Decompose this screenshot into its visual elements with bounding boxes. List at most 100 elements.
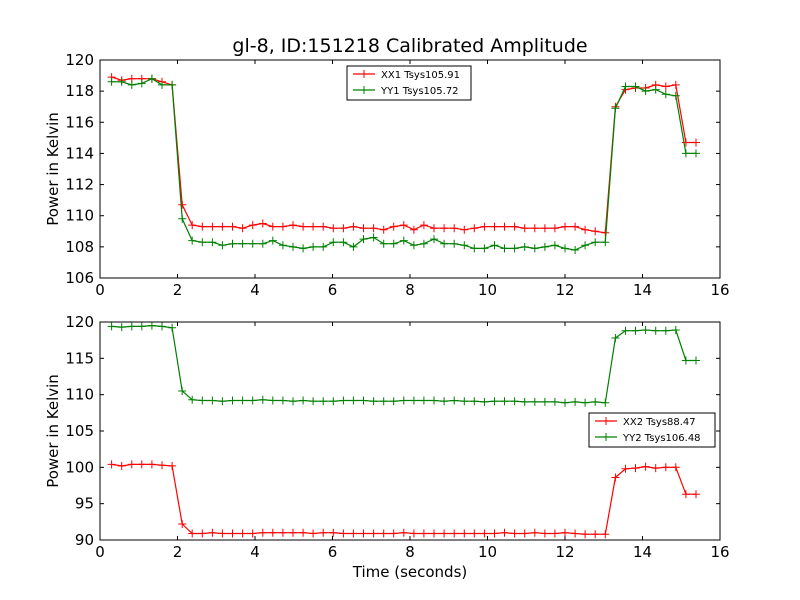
- bottom-series-0-point: [661, 463, 670, 472]
- bottom-series-0-point: [561, 528, 569, 537]
- bottom-subplot-xlabel: Time (seconds): [352, 563, 468, 581]
- bottom-series-0-point: [460, 529, 469, 538]
- bottom-series-0-point: [631, 464, 640, 473]
- bottom-series-0-point: [681, 490, 690, 499]
- top-series-1-point: [208, 238, 217, 247]
- bottom-series-1-point: [329, 397, 338, 406]
- top-series-1-point: [349, 242, 358, 251]
- bottom-series-1-point: [591, 397, 600, 406]
- top-series-0-point: [530, 224, 539, 233]
- bottom-series-1-point: [430, 396, 438, 405]
- top-series-0-point: [480, 222, 489, 231]
- bottom-series-1-point: [248, 396, 257, 405]
- top-series-1-point: [601, 238, 610, 247]
- top-legend: XX1 Tsys105.91 YY1 Tsys105.72: [346, 65, 472, 101]
- top-series-1-point: [117, 77, 126, 86]
- top-series-0-point: [490, 222, 499, 231]
- bottom-series-1-point: [188, 395, 197, 404]
- top-series-0-point: [339, 224, 348, 233]
- bottom-series-0-point: [692, 490, 700, 499]
- top-series-0-point: [681, 138, 690, 147]
- bottom-ytick-label: 120: [65, 313, 94, 331]
- bottom-series-1-point: [671, 326, 680, 334]
- bottom-series-0-point: [419, 529, 428, 538]
- bottom-legend-label-yy2: YY2 Tsys106.48: [622, 433, 701, 444]
- bottom-series-0-point: [470, 529, 479, 538]
- bottom-series-0-point: [117, 461, 126, 470]
- bottom-legend-marker-yy2: [602, 433, 610, 441]
- top-series-0-point: [188, 221, 197, 230]
- top-series-1-point: [631, 82, 640, 91]
- bottom-subplot-ticks: 0 2 4 6 8 10 12 14 16 90 95 100 105 110 115 120: [65, 313, 729, 561]
- top-series-1-point: [641, 87, 650, 96]
- top-ytick-label: 110: [65, 207, 94, 225]
- top-xtick-label: 0: [95, 281, 105, 299]
- top-series-0-point: [289, 221, 297, 230]
- top-series-0-point: [379, 225, 388, 234]
- top-series-1-point: [681, 149, 690, 158]
- top-ytick-label: 118: [65, 82, 94, 100]
- top-series-0-point: [430, 224, 438, 233]
- top-series-0-point: [550, 224, 559, 233]
- top-xtick-label: 6: [328, 281, 338, 299]
- top-series-0-point: [510, 222, 519, 231]
- bottom-series-0-point: [319, 528, 328, 537]
- bottom-series-0-point: [389, 529, 398, 538]
- bottom-series-0-point: [198, 529, 207, 538]
- top-series-0-point: [561, 222, 569, 231]
- top-series-1-point: [248, 239, 257, 248]
- bottom-series-0-point: [238, 529, 247, 538]
- bottom-series-0-point: [490, 529, 499, 538]
- top-series-0-point: [399, 221, 408, 230]
- bottom-series-0-point: [530, 528, 539, 537]
- top-series-0-point: [208, 222, 217, 231]
- bottom-series-1-point: [480, 397, 489, 406]
- bottom-series-0-point: [621, 464, 630, 473]
- top-series-1-point: [218, 241, 227, 250]
- bottom-series-1-point: [440, 397, 449, 406]
- bottom-series-1-point: [692, 356, 700, 365]
- bottom-xtick-label: 4: [250, 543, 260, 561]
- bottom-series-0-point: [651, 464, 660, 473]
- bottom-xtick-label: 0: [95, 543, 105, 561]
- top-series-1-point: [500, 244, 509, 253]
- bottom-legend: XX2 Tsys88.47 YY2 Tsys106.48: [588, 412, 716, 448]
- bottom-series-1-point: [137, 322, 146, 331]
- bottom-series-1-point: [339, 396, 348, 405]
- bottom-series-1-point: [309, 397, 318, 406]
- bottom-series-0-point: [137, 460, 146, 469]
- top-series-0-point: [692, 138, 700, 147]
- bottom-series-0-point: [379, 529, 388, 538]
- bottom-series-0-point: [349, 529, 358, 538]
- top-xtick-label: 8: [405, 281, 415, 299]
- bottom-series-0-point: [178, 520, 187, 528]
- top-series-0-point: [319, 222, 328, 231]
- top-series-0-point: [581, 225, 590, 234]
- top-series-0-point: [389, 222, 398, 231]
- bottom-series-1-point: [389, 397, 398, 406]
- bottom-series-1-point: [198, 396, 207, 405]
- bottom-series-1-point: [278, 396, 287, 405]
- bottom-series-1-point: [127, 322, 136, 331]
- top-series-0-point: [470, 224, 479, 233]
- bottom-series-1-point: [117, 323, 126, 332]
- bottom-series-0-point: [399, 528, 408, 537]
- top-series-1-point: [369, 233, 378, 242]
- bottom-series-0-point: [591, 530, 600, 539]
- top-series-1-point: [137, 79, 146, 88]
- top-series-1-point: [480, 244, 489, 253]
- top-series-0-point: [661, 82, 670, 91]
- bottom-xtick-label: 12: [555, 543, 574, 561]
- bottom-series-1-point: [530, 397, 539, 406]
- bottom-series-1-point: [651, 326, 660, 335]
- top-series-0-point: [440, 224, 449, 233]
- top-series-1-point: [571, 246, 580, 254]
- bottom-ytick-label: 90: [75, 531, 94, 549]
- bottom-ytick-label: 100: [65, 458, 94, 476]
- bottom-series-0-point: [228, 529, 237, 538]
- top-series-0-point: [671, 80, 680, 89]
- bottom-series-0-point: [188, 529, 197, 538]
- top-xtick-label: 14: [633, 281, 652, 299]
- top-series-1-point: [379, 239, 388, 248]
- top-series-1-point: [299, 244, 308, 253]
